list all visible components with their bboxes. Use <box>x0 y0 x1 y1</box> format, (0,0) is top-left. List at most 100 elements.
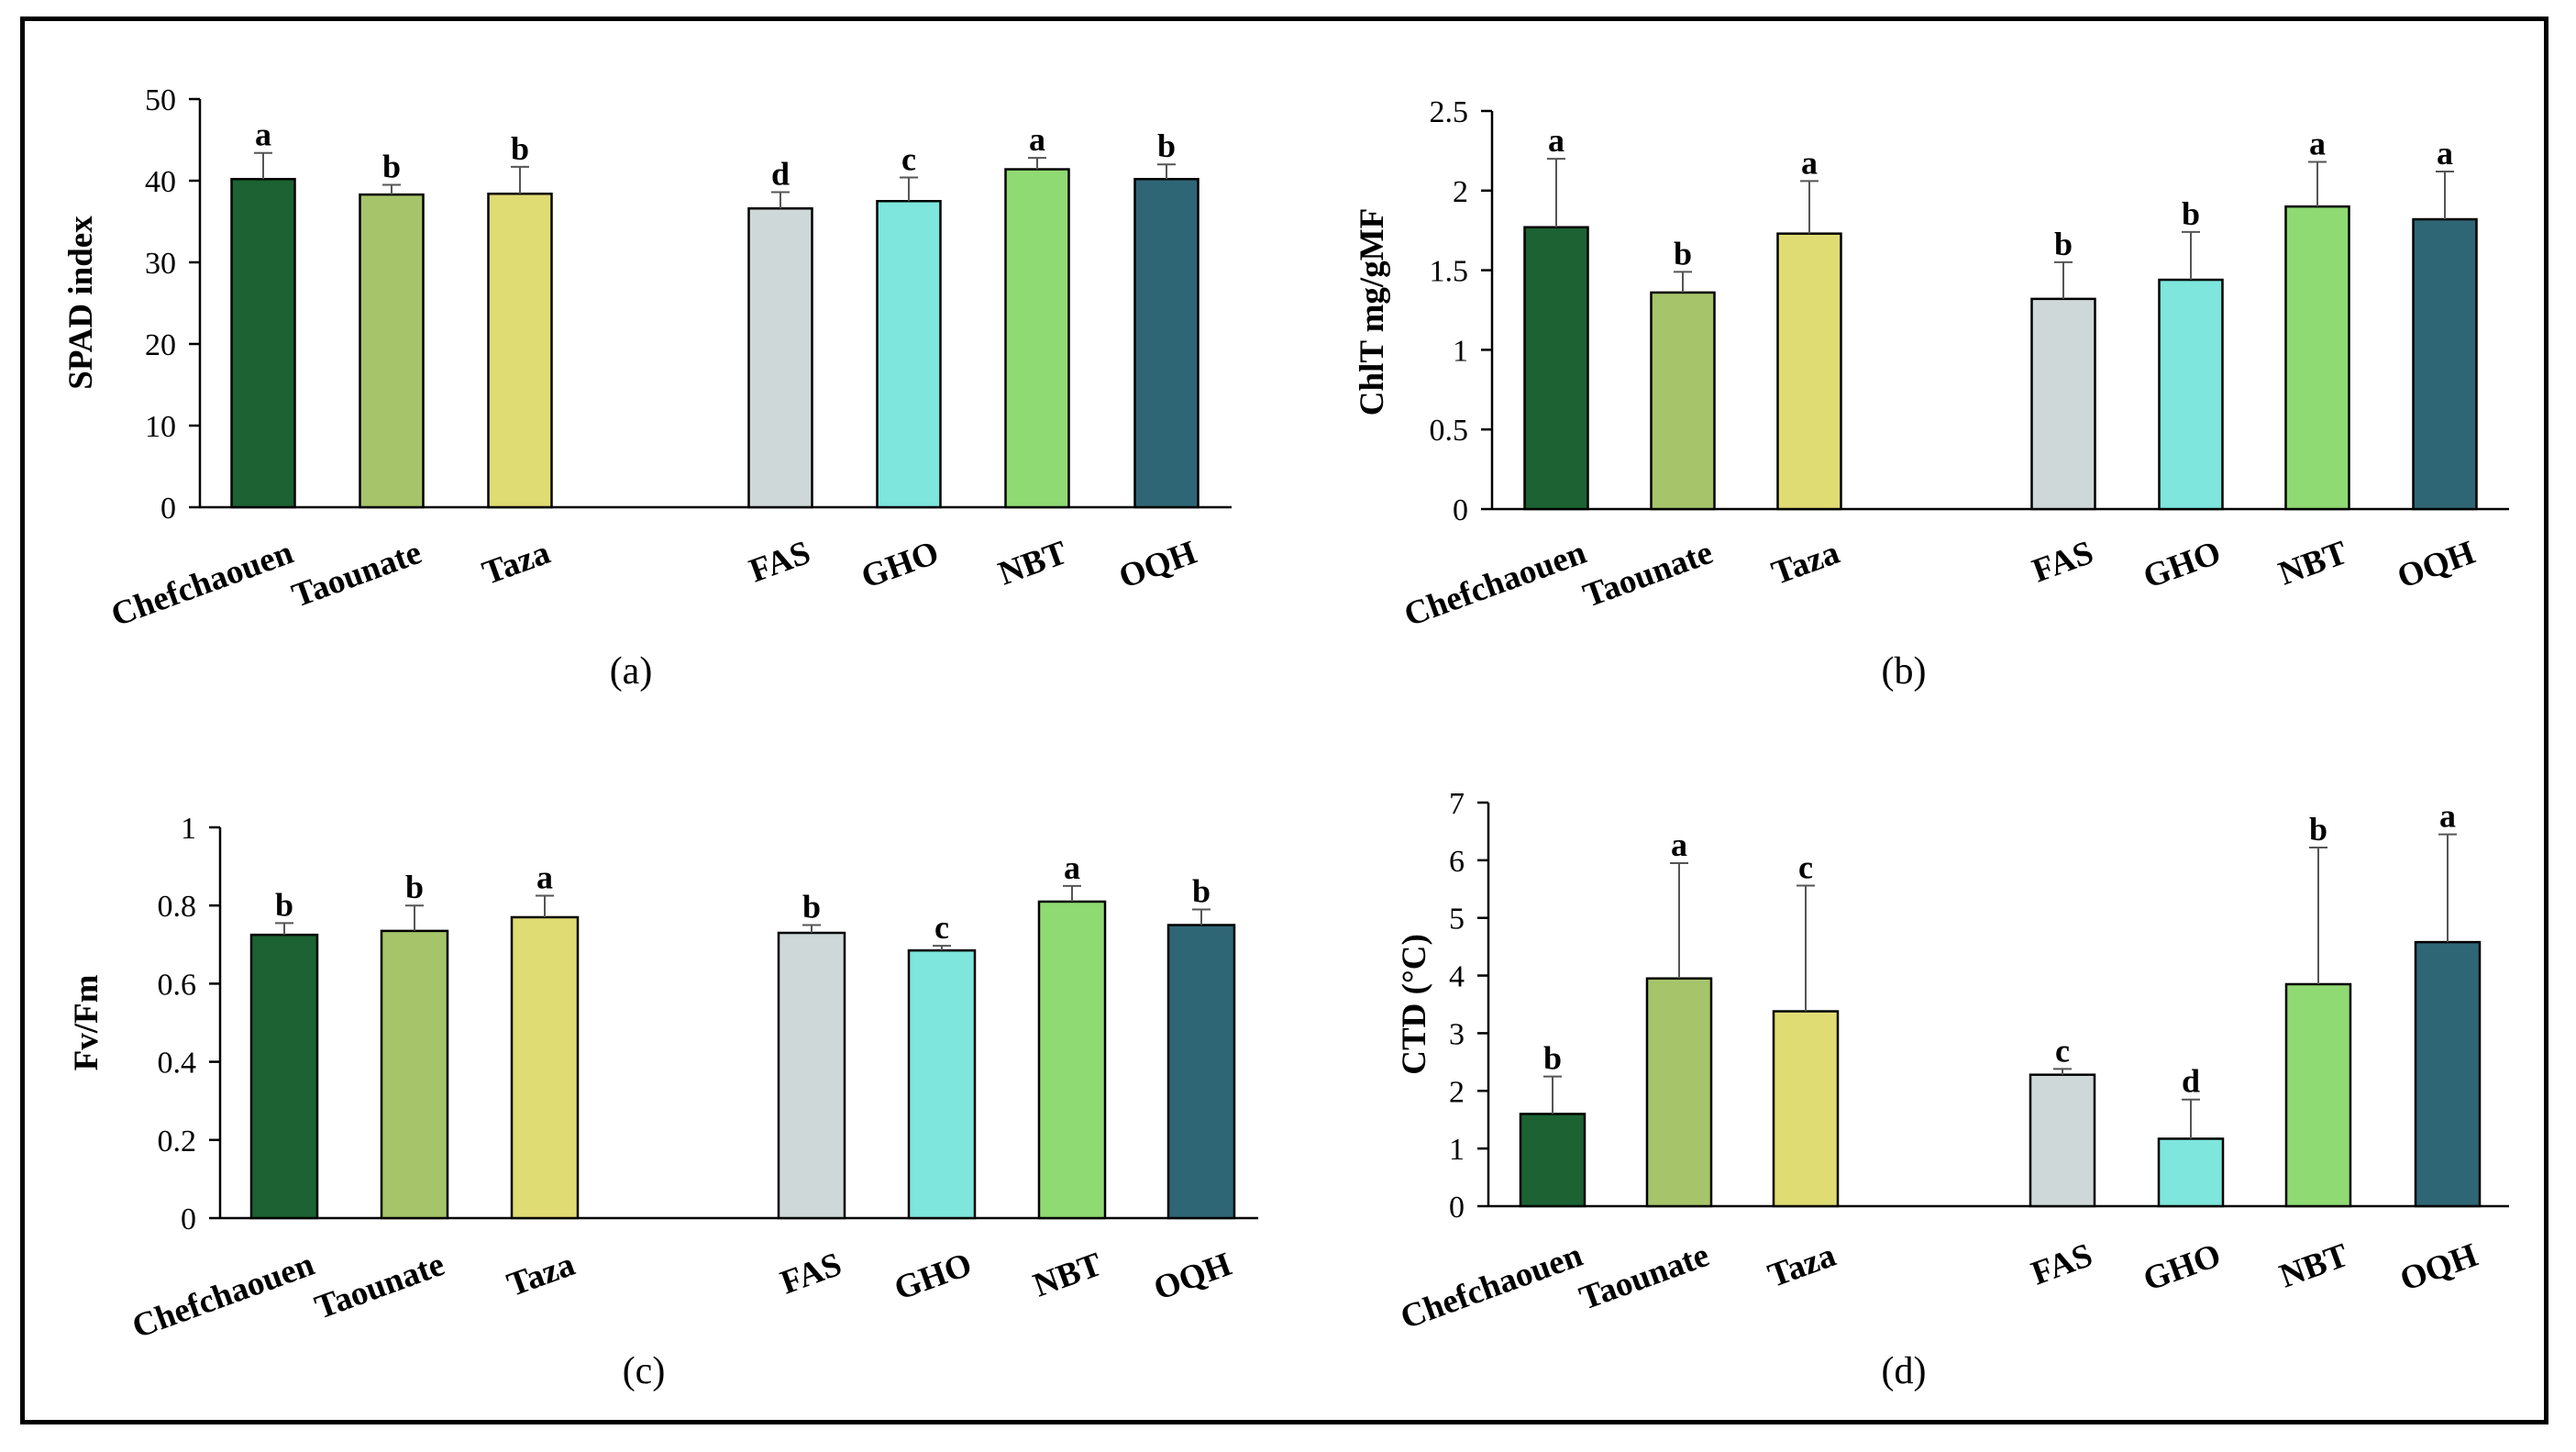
panel-d-significance-letter: d <box>2182 1063 2200 1100</box>
panel-c-significance-letter: b <box>1192 872 1211 909</box>
panel-b-significance-letter: a <box>2309 126 2326 162</box>
panel-d-category-label: OQH <box>2395 1236 2482 1299</box>
panel-b-bar-fas <box>2030 297 2096 511</box>
panel-b-significance-letter: a <box>2437 135 2453 172</box>
panel-a-significance-letter: b <box>1157 127 1176 164</box>
panel-c-significance-letter: b <box>405 869 424 905</box>
panel-b-category-label: OQH <box>2393 534 2480 596</box>
panel-a-bar-oqh <box>1133 177 1200 509</box>
panel-d-category-label: Chefchaouen <box>1396 1236 1588 1337</box>
panel-c-category-label: FAS <box>776 1246 846 1302</box>
panel-a-y-tick-label: 10 <box>145 410 176 444</box>
panel-b-category-label: FAS <box>2028 534 2098 590</box>
panel-a-category-label: FAS <box>745 534 815 590</box>
panel-a-category-label: GHO <box>857 534 944 596</box>
panel-d-y-axis-label: CTD (°C) <box>1396 934 1433 1075</box>
panel-d-significance-letter: a <box>2439 798 2456 835</box>
panel-c-bar-taza <box>510 915 580 1220</box>
panel-a-category-label: OQH <box>1114 534 1201 596</box>
panel-d-y-tick-label: 3 <box>1449 1017 1465 1051</box>
panel-c-bar-nbt <box>1037 900 1107 1220</box>
panel-c-y-tick-label: 0.4 <box>158 1047 197 1081</box>
panel-a-y-axis-label: SPAD index <box>62 216 100 390</box>
panel-a-bar-nbt <box>1004 168 1070 509</box>
panel-d-y-tick-label: 5 <box>1449 903 1465 937</box>
panel-b-category-label: GHO <box>2139 534 2226 596</box>
panel-b-category-label: Taza <box>1767 534 1844 593</box>
panel-c-bar-taounate <box>380 929 449 1220</box>
panel-b-y-tick-label: 0.5 <box>1430 414 1469 448</box>
panel-b-category-label: NBT <box>2274 534 2353 593</box>
panel-c-category-label: OQH <box>1149 1246 1236 1308</box>
panel-d-significance-letter: b <box>2309 811 2327 848</box>
panel-d-category-label: NBT <box>2275 1236 2354 1296</box>
panel-a-significance-letter: c <box>901 140 916 177</box>
panel-b-y-tick-label: 1.5 <box>1430 255 1469 289</box>
panel-d-bar-chefchaouen <box>1519 1113 1587 1208</box>
panel-c-y-tick-label: 0.8 <box>158 890 197 924</box>
panel-d-category-label: Taounate <box>1575 1236 1714 1318</box>
panel-d-label: (d) <box>1882 1350 1927 1392</box>
panel-c-significance-letter: a <box>536 859 553 896</box>
panel-a-bar-chefchaouen <box>230 177 296 509</box>
panel-d-bar-gho <box>2157 1137 2225 1208</box>
panel-c-bar-chefchaouen <box>249 933 319 1220</box>
panel-d-significance-letter: c <box>1798 849 1813 886</box>
panel-b-significance-letter: b <box>2182 195 2200 232</box>
panel-a-bar-taounate <box>359 193 425 509</box>
panel-a-significance-letter: b <box>511 130 529 167</box>
panel-d-y-tick-label: 1 <box>1449 1133 1465 1167</box>
panel-d-category-label: FAS <box>2027 1236 2097 1292</box>
panel-a-category-label: Chefchaouen <box>106 534 299 635</box>
panel-d-y-tick-label: 6 <box>1449 845 1465 879</box>
panel-c-bar-fas <box>777 931 846 1220</box>
panel-b-y-tick-label: 2 <box>1453 175 1468 209</box>
panel-c-y-tick-label: 0.2 <box>158 1125 197 1158</box>
panel-b-label: (b) <box>1882 650 1927 693</box>
panel-b-bar-taza <box>1776 232 1842 511</box>
panel-b-bar-oqh <box>2412 217 2478 511</box>
panel-d-y-tick-label: 7 <box>1449 787 1465 821</box>
panel-b-significance-letter: a <box>1548 122 1564 159</box>
panel-a-significance-letter: a <box>1029 121 1045 158</box>
panel-b-bar-nbt <box>2284 205 2350 511</box>
panel-b-significance-letter: b <box>2054 226 2073 262</box>
panel-d-y-tick-label: 2 <box>1449 1075 1465 1109</box>
panel-d-bar-fas <box>2029 1073 2096 1208</box>
panel-c-y-tick-label: 1 <box>181 812 196 846</box>
panel-d-category-label: GHO <box>2139 1236 2226 1299</box>
panel-c-bar-gho <box>907 948 977 1220</box>
panel-a-y-tick-label: 50 <box>145 83 176 117</box>
panel-d-bar-nbt <box>2284 982 2352 1208</box>
panel-d-significance-letter: b <box>1543 1040 1562 1077</box>
panel-c-y-axis-label: Fv/Fm <box>68 974 105 1070</box>
panel-c-y-tick-label: 0 <box>181 1203 196 1236</box>
panel-a-significance-letter: b <box>382 148 401 184</box>
panel-c-significance-letter: a <box>1064 849 1080 886</box>
panel-a-bar-gho <box>876 200 942 509</box>
panel-d-bar-oqh <box>2414 940 2482 1208</box>
panel-d-y-tick-label: 0 <box>1449 1191 1465 1225</box>
panel-c-category-label: GHO <box>890 1246 977 1308</box>
panel-c-category-label: Taza <box>503 1246 580 1304</box>
panel-a-y-tick-label: 30 <box>145 247 176 281</box>
panel-b-significance-letter: b <box>1674 235 1692 272</box>
panel-c-y-tick-label: 0.6 <box>158 968 197 1002</box>
panel-b-bar-taounate <box>1650 291 1716 511</box>
panel-c-significance-letter: b <box>802 889 821 926</box>
panel-b-y-tick-label: 2.5 <box>1430 95 1469 129</box>
panel-d-bar-taounate <box>1645 977 1713 1208</box>
panel-a-y-tick-label: 0 <box>160 492 176 526</box>
panel-a-category-label: NBT <box>994 534 1073 593</box>
panel-a-y-tick-label: 40 <box>145 165 176 199</box>
panel-b-bar-gho <box>2158 278 2224 511</box>
panel-d-significance-letter: a <box>1671 826 1687 863</box>
panel-a-label: (a) <box>610 650 653 693</box>
panel-c-label: (c) <box>623 1350 666 1392</box>
panel-b-y-tick-label: 1 <box>1453 334 1468 368</box>
panel-b-y-axis-label: ChlT mg/gMF <box>1354 208 1391 416</box>
panel-b-y-tick-label: 0 <box>1453 493 1468 527</box>
panel-a-category-label: Taza <box>478 534 555 593</box>
panel-a-category-label: Taounate <box>287 534 426 615</box>
